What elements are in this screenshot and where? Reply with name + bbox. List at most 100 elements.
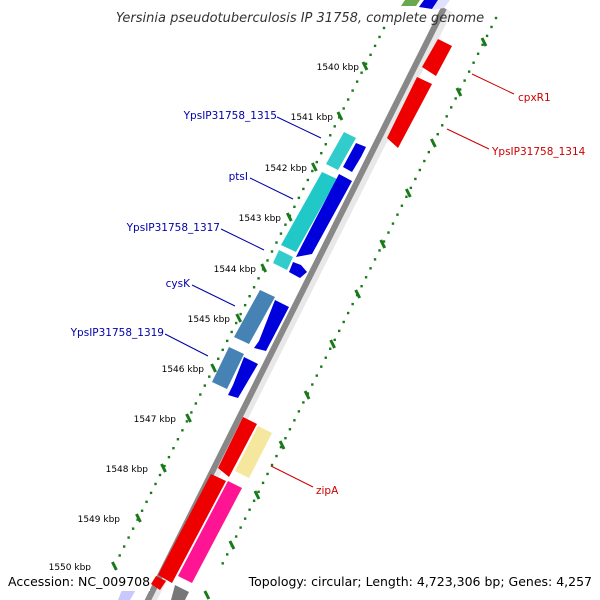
guide-dot (185, 420, 189, 423)
guide-dot (234, 535, 238, 538)
guide-dot (149, 491, 153, 495)
guide-dot (329, 347, 332, 350)
guide-dot (288, 428, 292, 431)
guide-dot (163, 464, 166, 468)
guide-dot (355, 80, 359, 83)
gene-block-1317[interactable] (273, 250, 293, 270)
arrow-red-long[interactable] (158, 474, 226, 583)
kbp-label: 1550 kbp (49, 563, 92, 573)
gene-block-1315[interactable] (326, 132, 356, 170)
kbp-label: 1549 kbp (78, 515, 121, 525)
guide-dot (346, 311, 350, 315)
kbp-label: 1542 kbp (265, 164, 308, 174)
guide-dot (351, 89, 354, 92)
guide-dot (490, 25, 493, 29)
guide-dot (373, 258, 377, 261)
guide-dot (266, 259, 269, 262)
ruler-tick (185, 413, 192, 423)
gene-label-cysK[interactable]: cysK (166, 278, 191, 290)
arrow-1315[interactable] (343, 143, 366, 172)
guide-dot (131, 527, 135, 530)
guide-dot (481, 43, 484, 47)
gene-block-1319[interactable] (212, 347, 244, 389)
guide-dot (333, 338, 336, 342)
kbp-label: 1541 kbp (291, 113, 334, 123)
guide-dot (221, 348, 224, 352)
guide-dot (154, 482, 157, 486)
gene-block-zipA[interactable] (235, 426, 272, 478)
ruler (111, 37, 488, 600)
guide-dot (252, 499, 256, 502)
guide-dot (230, 330, 233, 334)
arrow-red-small[interactable] (151, 576, 166, 590)
gene-label-1314[interactable]: YpsIP31758_1314 (491, 146, 586, 158)
ruler-tick (278, 440, 286, 450)
guide-dot (270, 250, 274, 253)
arrow-ptsI[interactable] (296, 174, 352, 257)
arrow-1314[interactable] (387, 77, 432, 148)
gene-label-cpxR1[interactable]: cpxR1 (518, 92, 551, 104)
guide-dot (315, 374, 318, 377)
guide-dot (167, 455, 171, 459)
gene-block-gray-bottom (171, 585, 189, 600)
guide-dot (378, 35, 381, 39)
guide-dot (217, 357, 220, 360)
guide-dot (342, 320, 345, 324)
ruler-tick (480, 37, 488, 47)
ruler-tick (203, 590, 211, 600)
kbp-label: 1546 kbp (162, 365, 205, 375)
arrow-1317[interactable] (289, 262, 307, 278)
guide-dot (248, 508, 251, 511)
guide-dot (275, 241, 278, 244)
guide-dot (427, 150, 430, 154)
guide-dot (239, 526, 242, 529)
arrow-top-lightblue (432, 0, 450, 10)
guide-dot (226, 553, 229, 556)
kbp-label: 1548 kbp (106, 465, 149, 475)
guide-dot (243, 517, 247, 520)
guide-dot (387, 231, 390, 234)
gene-label-1315[interactable]: YpsIP31758_1315 (183, 110, 277, 122)
guide-dot (391, 222, 395, 225)
guide-dot (405, 195, 408, 198)
arrow-cysK[interactable] (254, 300, 289, 351)
gene-block-cysK[interactable] (234, 290, 275, 344)
genome-backbone (144, 6, 453, 600)
ruler-tick (455, 87, 463, 97)
guide-dot (122, 545, 126, 548)
guide-dot (315, 160, 318, 164)
arrow-1319[interactable] (228, 357, 258, 398)
guide-dot (396, 213, 399, 216)
kbp-label: 1545 kbp (188, 315, 231, 325)
gene-label-zipA[interactable]: zipA (316, 485, 339, 497)
guide-dot (257, 490, 260, 494)
gene-arrows (151, 0, 452, 590)
guide-dot (127, 536, 130, 539)
guide-dot (360, 71, 363, 74)
guide-dot (243, 303, 247, 307)
arrow-red-mid[interactable] (218, 417, 257, 477)
guide-dot (338, 329, 341, 333)
gene-label-ptsI[interactable]: ptsI (229, 171, 248, 183)
gene-label-1319[interactable]: YpsIP31758_1319 (70, 327, 164, 339)
guide-dot (320, 365, 323, 368)
guide-dot (284, 436, 287, 440)
ruler-tick (303, 390, 311, 400)
gene-block-ptsI[interactable] (281, 172, 337, 252)
gene-label-1317[interactable]: YpsIP31758_1317 (126, 222, 220, 234)
guide-dot (221, 562, 224, 565)
guide-dot (145, 500, 148, 504)
guide-dot (306, 178, 310, 182)
ruler-tick (311, 162, 318, 172)
ruler-tick (329, 339, 336, 349)
guide-dot (414, 177, 417, 181)
ruler-tick (354, 289, 362, 299)
arrow-top-blue[interactable] (419, 0, 438, 9)
footer-left-bg (4, 571, 150, 591)
ruler-tick (135, 513, 142, 523)
gene-labels: cpxR1 YpsIP31758_1314 YpsIP31758_1315 pt… (70, 92, 586, 497)
guide-dot (311, 383, 314, 386)
gene-block-pink[interactable] (178, 481, 242, 583)
arrow-cpxR1[interactable] (422, 39, 452, 76)
